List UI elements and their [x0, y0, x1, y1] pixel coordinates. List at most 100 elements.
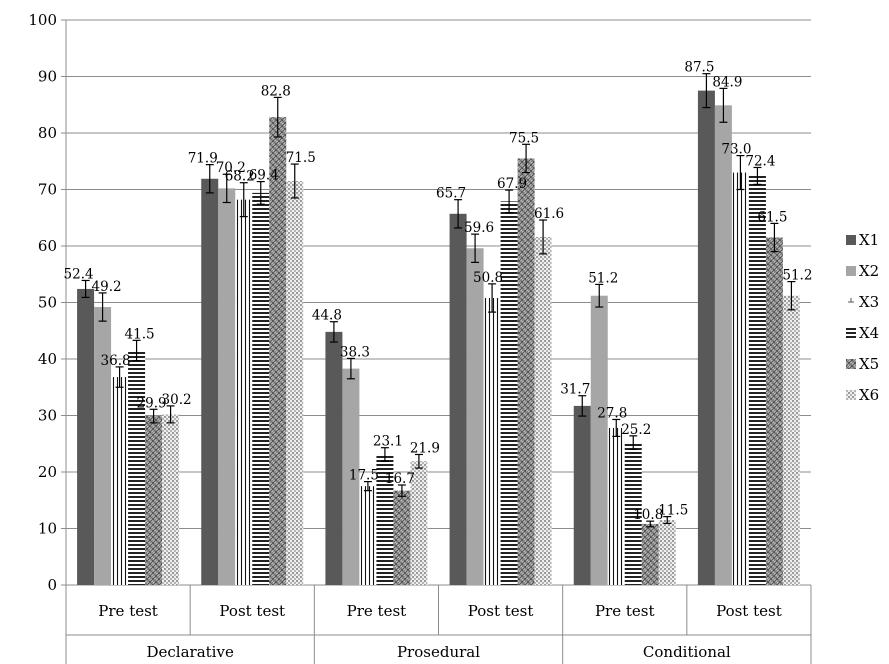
bar	[714, 105, 732, 585]
data-label: 17.5	[349, 468, 379, 484]
y-tick-label: 20	[38, 463, 57, 481]
y-tick-label: 40	[38, 350, 57, 368]
data-label: 69.4	[249, 168, 279, 184]
legend-label: X1	[859, 231, 879, 249]
legend: X1 X2 X3 X4 X5 X6	[846, 231, 879, 404]
data-label: 31.7	[560, 382, 590, 398]
data-label: 71.5	[286, 150, 316, 166]
data-label: 65.7	[436, 186, 466, 202]
bar	[483, 297, 501, 585]
data-label: 51.2	[782, 268, 812, 284]
data-label: 30.2	[162, 392, 192, 408]
bar	[325, 331, 343, 585]
data-label: 52.4	[64, 266, 94, 282]
bar	[697, 90, 715, 585]
data-label: 38.3	[340, 344, 370, 360]
data-label: 71.9	[188, 151, 218, 167]
y-tick-label: 10	[38, 520, 57, 538]
bar	[410, 461, 428, 585]
y-tick-label: 100	[28, 11, 57, 29]
x-category-label: Pre test	[98, 602, 158, 620]
bar	[235, 199, 253, 586]
data-label: 87.5	[684, 60, 714, 76]
bar	[590, 295, 608, 585]
bar	[286, 181, 304, 585]
data-label: 21.9	[410, 440, 440, 456]
data-label: 29.9	[137, 395, 167, 411]
data-label: 41.5	[125, 326, 155, 342]
data-label: 73.0	[721, 142, 751, 158]
gridlines	[66, 19, 811, 586]
bar	[607, 427, 625, 585]
bar	[145, 416, 163, 585]
y-tick-label: 30	[38, 407, 57, 425]
x-category-label: Post test	[219, 602, 285, 620]
legend-label: X3	[859, 293, 879, 311]
data-label: 61.6	[534, 206, 564, 222]
bar	[658, 520, 676, 585]
data-labels: 52.4 71.9 44.8 65.7 31.7 87.5 49.2 70.2 38.3 59.6…	[64, 60, 813, 523]
x-group-label: Prosedural	[397, 643, 480, 661]
bar	[748, 175, 766, 585]
y-tick-label: 80	[38, 124, 57, 142]
legend-swatch	[846, 359, 856, 369]
axes: 0 10 20 30 40 50 60 70 80 90 100 Pre test Post test P…	[28, 11, 812, 664]
legend-label: X6	[859, 386, 879, 404]
bar	[128, 350, 146, 585]
bar	[466, 248, 484, 585]
legend-label: X2	[859, 262, 879, 280]
data-label: 23.1	[373, 434, 403, 450]
bar	[218, 188, 236, 585]
bar	[393, 490, 411, 585]
data-label: 51.2	[588, 270, 618, 286]
bar	[252, 192, 270, 585]
y-tick-label: 70	[38, 181, 57, 199]
legend-swatch	[846, 266, 856, 276]
data-label: 68.2	[225, 169, 255, 185]
legend-swatch	[846, 390, 856, 400]
x-category-label: Post test	[716, 602, 782, 620]
bar	[449, 213, 467, 586]
data-label: 25.2	[621, 422, 651, 438]
bar	[111, 377, 129, 585]
legend-swatch	[846, 235, 856, 245]
bar	[359, 486, 377, 585]
x-category-label: Post test	[468, 602, 534, 620]
data-label: 75.5	[509, 130, 539, 146]
data-label: 10.8	[633, 507, 663, 523]
bar	[731, 172, 749, 586]
bar	[77, 288, 95, 585]
bar	[342, 368, 360, 585]
bar	[573, 405, 591, 585]
data-label: 36.8	[101, 353, 131, 369]
data-label: 61.5	[757, 209, 787, 225]
data-label: 84.9	[712, 74, 742, 90]
bar	[500, 201, 518, 586]
data-label: 50.8	[473, 270, 503, 286]
data-label: 44.8	[312, 308, 342, 324]
bar	[641, 523, 659, 585]
x-group-label: Declarative	[146, 643, 233, 661]
bar	[624, 442, 642, 585]
bar	[782, 295, 800, 585]
data-label: 70.2	[216, 160, 246, 176]
y-tick-label: 90	[38, 68, 57, 86]
bar	[201, 178, 219, 585]
bar	[376, 454, 394, 585]
bar	[162, 414, 180, 585]
bar	[94, 307, 112, 585]
legend-label: X4	[859, 324, 879, 342]
data-label: 72.4	[745, 153, 775, 169]
data-label: 49.2	[92, 279, 122, 295]
data-label: 16.7	[385, 471, 415, 487]
data-label: 11.5	[658, 503, 688, 519]
bars	[77, 73, 800, 586]
bar	[765, 237, 783, 585]
y-tick-label: 0	[47, 576, 57, 594]
legend-label: X5	[859, 355, 879, 373]
legend-swatch	[846, 328, 856, 338]
data-label: 67.9	[497, 176, 527, 192]
data-label: 82.8	[261, 83, 291, 99]
bar	[269, 117, 287, 586]
